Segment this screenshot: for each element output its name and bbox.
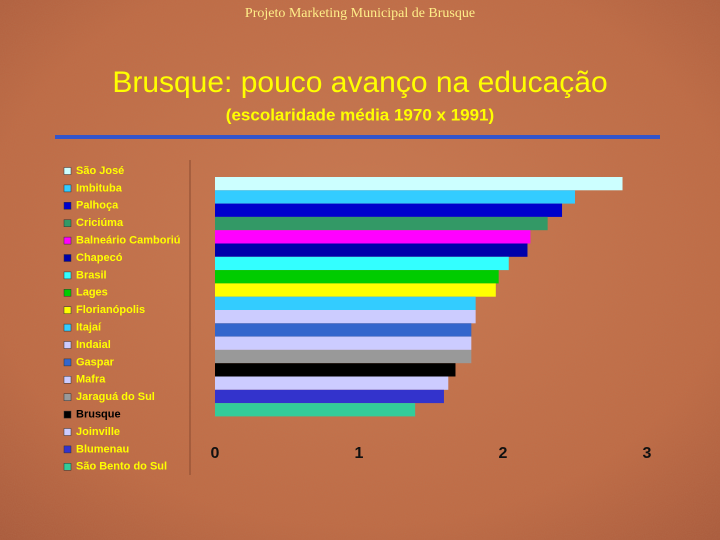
legend-swatch [63, 463, 72, 471]
legend-label: Itajaí [76, 322, 102, 334]
bar [215, 376, 449, 390]
bar [215, 323, 472, 337]
legend-swatch [63, 358, 72, 367]
legend-swatch [63, 254, 72, 262]
bar [215, 190, 575, 204]
bar [215, 296, 476, 310]
bar [215, 270, 499, 284]
x-tick-label: 0 [211, 445, 220, 462]
legend-swatch [63, 410, 72, 419]
chart-title: Brusque: pouco avanço na educação [112, 66, 607, 99]
header: Projeto Marketing Municipal de Brusque [245, 6, 475, 21]
legend-label: Florianópolis [76, 304, 145, 316]
bar [215, 243, 528, 257]
legend-swatch [63, 376, 72, 384]
legend-swatch [63, 341, 72, 349]
legend-label: Gaspar [76, 356, 115, 368]
legend-label: Mafra [76, 374, 106, 386]
legend-label: São Bento do Sul [76, 461, 167, 473]
bar [215, 283, 496, 297]
legend-swatch [63, 306, 72, 314]
legend-swatch [63, 202, 72, 210]
x-tick-label: 3 [643, 445, 652, 462]
legend-swatch [63, 167, 72, 175]
legend-label: Balneário Camboriú [76, 235, 181, 247]
legend-swatch [63, 271, 72, 280]
chart-subtitle: (escolaridade média 1970 x 1991) [226, 105, 494, 124]
legend-label: Palhoça [76, 200, 119, 212]
legend-swatch [63, 445, 72, 454]
legend-swatch [63, 289, 72, 297]
legend-label: Criciúma [76, 217, 124, 229]
bar [215, 177, 623, 191]
bar [215, 349, 472, 364]
legend-label: Imbituba [76, 182, 123, 194]
bar [215, 256, 509, 271]
legend-swatch [63, 428, 72, 436]
legend-label: Brasil [76, 269, 107, 281]
legend-label: Blumenau [76, 443, 129, 455]
legend-label: Lages [76, 287, 108, 299]
bar [215, 403, 416, 417]
legend-label: Jaraguá do Sul [76, 391, 155, 403]
legend-label: Brusque [76, 409, 121, 421]
bar [215, 216, 548, 231]
bar [215, 203, 563, 217]
bar [215, 230, 531, 244]
legend-swatch [63, 236, 72, 245]
legend-label: Chapecó [76, 252, 123, 264]
legend-label: Joinville [76, 426, 120, 438]
legend-swatch [63, 219, 72, 227]
x-tick-label: 1 [355, 445, 364, 462]
bar [215, 389, 444, 404]
legend-label: Indaial [76, 339, 111, 351]
legend-swatch [63, 393, 72, 401]
bar [215, 336, 472, 350]
x-tick-label: 2 [499, 445, 508, 462]
bar [215, 363, 456, 377]
bar [215, 310, 476, 324]
legend-swatch [63, 184, 72, 193]
legend-swatch [63, 323, 72, 332]
legend-label: São José [76, 165, 124, 177]
